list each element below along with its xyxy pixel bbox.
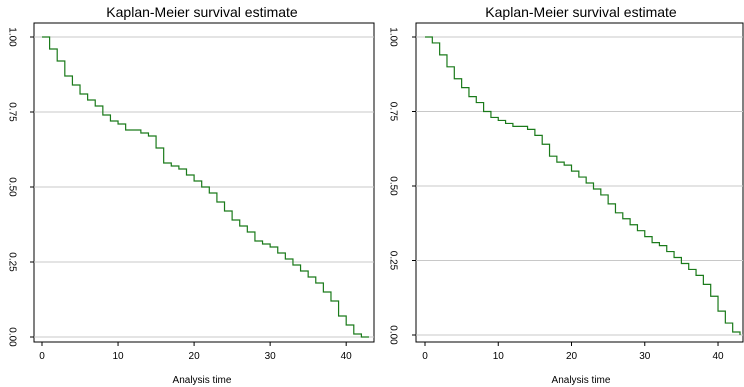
y-tick-label: 0.50 [387, 176, 398, 196]
x-tick-label: 30 [639, 351, 651, 362]
y-axis-ticks: 0.00 0.25 0.50 0.75 1.00 [6, 27, 34, 347]
y-tick-label: 0.75 [387, 102, 398, 122]
km-panel-left: Kaplan-Meier survival estimate 0.000.250… [6, 4, 375, 386]
x-tick-label: 40 [341, 351, 353, 362]
plot-frame [33, 22, 375, 343]
y-tick-label: 1.00 [387, 27, 398, 47]
y-tick-label: 0.75 [6, 102, 17, 122]
x-axis-label: Analysis time [552, 375, 611, 386]
x-tick-label: 0 [422, 351, 428, 362]
chart-title: Kaplan-Meier survival estimate [106, 4, 298, 20]
plot-frame [415, 22, 744, 343]
x-tick-label: 0 [39, 351, 45, 362]
y-tick-label: 0.00 [6, 327, 17, 347]
y-tick-label: 0.25 [6, 252, 17, 272]
y-tick-label: 0.00 [387, 325, 398, 345]
y-tick-label: 0.50 [6, 177, 17, 197]
y-tick-label: 1.00 [6, 27, 17, 47]
y-tick-label: 0.25 [387, 251, 398, 271]
x-tick-label: 20 [566, 351, 578, 362]
survival-curve [425, 36, 741, 335]
y-axis-ticks: 0.00 0.25 0.50 0.75 1.00 [387, 27, 416, 345]
x-axis-ticks: 0 10 20 30 40 [39, 342, 352, 362]
chart-title: Kaplan-Meier survival estimate [485, 4, 677, 20]
x-tick-label: 10 [493, 351, 505, 362]
x-axis-label: Analysis time [173, 375, 232, 386]
x-tick-label: 40 [712, 351, 724, 362]
km-panel-right: Kaplan-Meier survival estimate 0.000.250… [387, 4, 744, 386]
x-tick-label: 10 [112, 351, 124, 362]
x-axis-ticks: 0 10 20 30 40 [422, 342, 724, 362]
survival-curve [42, 36, 369, 338]
x-tick-label: 20 [189, 351, 201, 362]
y-gridlines [416, 36, 743, 336]
x-tick-label: 30 [265, 351, 277, 362]
